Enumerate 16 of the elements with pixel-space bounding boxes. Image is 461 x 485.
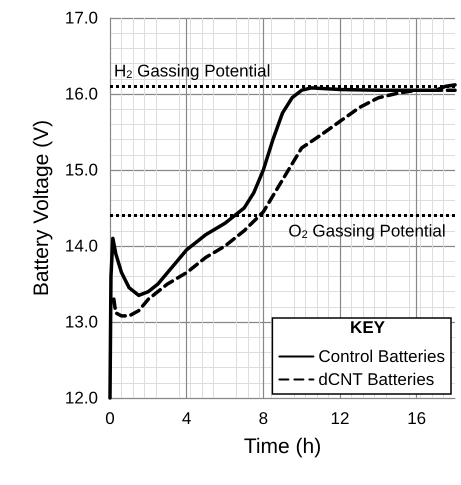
x-tick-label: 16 <box>407 409 426 428</box>
y-tick-label: 16.0 <box>64 84 98 104</box>
y-tick-label: 14.0 <box>64 236 98 256</box>
legend-label: dCNT Batteries <box>318 370 434 389</box>
x-axis-title: Time (h) <box>244 435 322 458</box>
legend-title: KEY <box>350 318 386 337</box>
legend-label: Control Batteries <box>318 347 446 366</box>
x-tick-label: 8 <box>258 409 268 428</box>
y-tick-label: 13.0 <box>64 312 98 332</box>
x-tick-label: 4 <box>182 409 192 428</box>
x-tick-label: 12 <box>330 409 350 428</box>
y-tick-label: 17.0 <box>64 8 98 28</box>
y-tick-label: 12.0 <box>64 388 98 408</box>
y-tick-label: 15.0 <box>64 160 98 180</box>
y-axis-title: Battery Voltage (V) <box>30 120 53 296</box>
x-tick-label: 0 <box>105 409 115 428</box>
